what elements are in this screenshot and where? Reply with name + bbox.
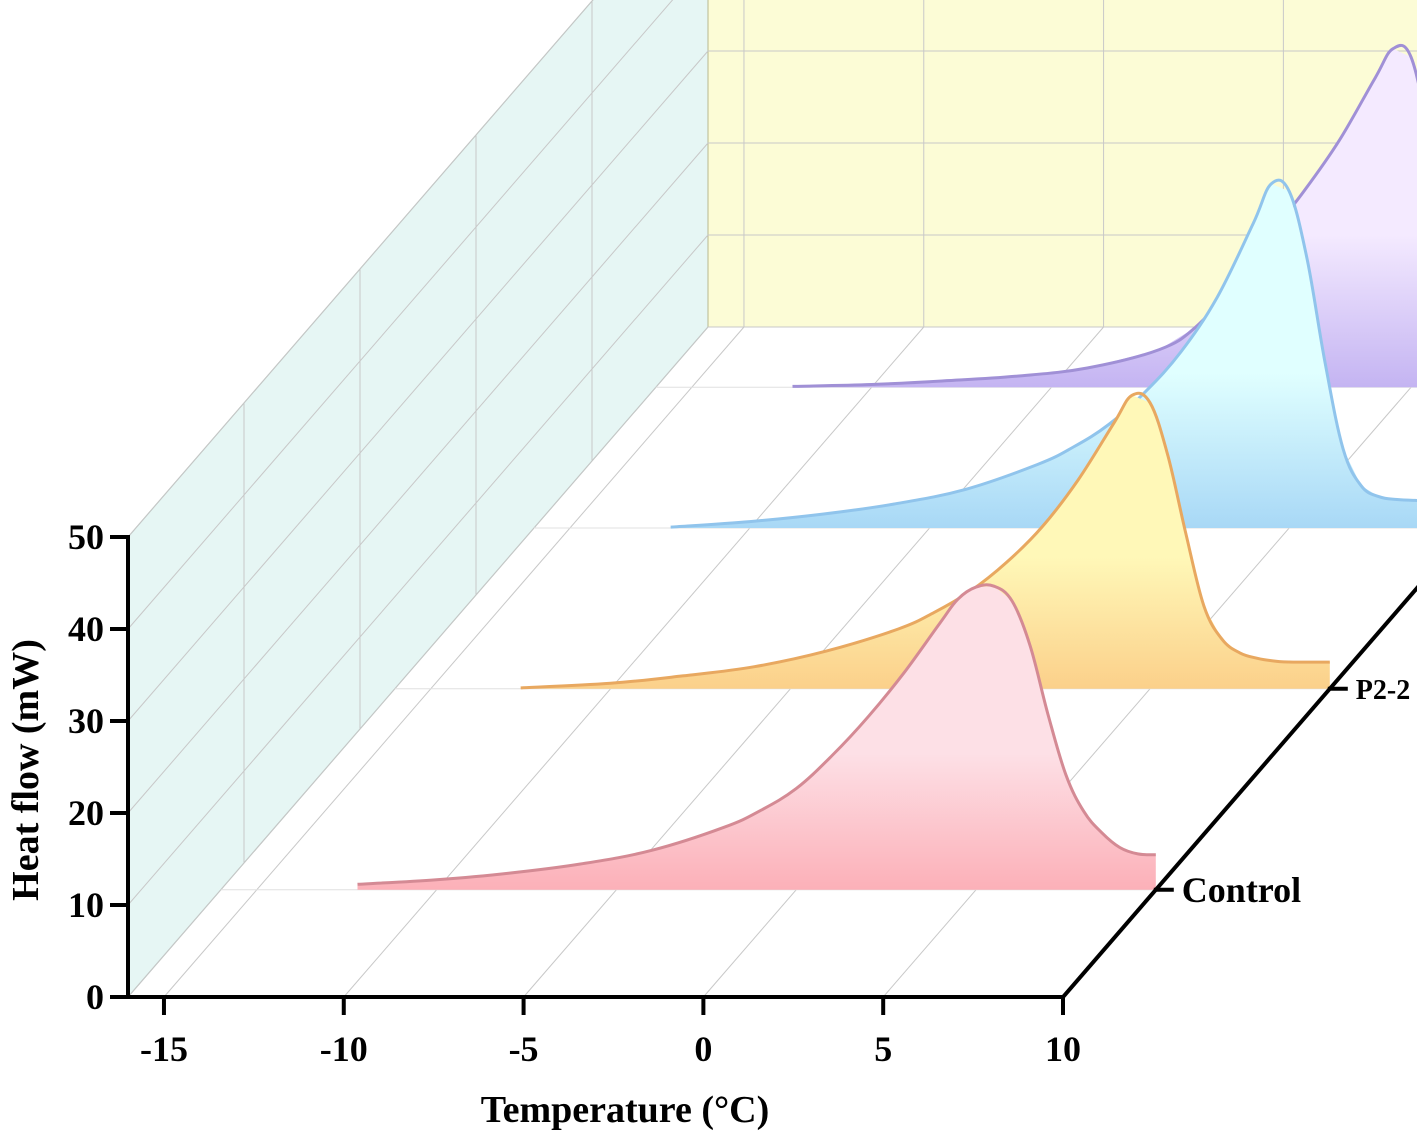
x-tick-label: 5 — [874, 1029, 892, 1069]
y-tick-label: 50 — [68, 517, 104, 557]
grid-line-side-2 — [127, 142, 709, 814]
series-area-p2-2 — [520, 395, 1330, 689]
grid-line-side-4 — [127, 0, 674, 630]
y-tick-label: 10 — [68, 885, 104, 925]
grid-line-side-5 — [127, 0, 594, 538]
x-tick-label: -15 — [140, 1029, 188, 1069]
side-wall — [127, 0, 709, 999]
series-layer — [357, 43, 1417, 890]
y-axis-title: Heat flow (mW) — [5, 639, 47, 901]
grid-line-side-3 — [127, 50, 709, 722]
x-tick-label: 0 — [694, 1029, 712, 1069]
series-area-control — [357, 586, 1156, 890]
y-tick-label: 40 — [68, 609, 104, 649]
y-tick-label: 20 — [68, 793, 104, 833]
x-axis-title: Temperature (°C) — [481, 1089, 770, 1131]
series-line-p6-2 — [792, 43, 1417, 388]
depth-axis-line — [1060, 585, 1417, 1000]
grid-line-side-0 — [127, 326, 709, 998]
grid-line-side-1 — [127, 234, 709, 906]
y-tick-labels: 0 10 20 30 40 50 — [68, 517, 104, 1017]
x-tick-label: 10 — [1045, 1029, 1081, 1069]
x-tick-label: -10 — [320, 1029, 368, 1069]
axes — [110, 535, 1417, 1015]
grid-line-floor-0 — [163, 326, 745, 998]
x-tick-label: -5 — [509, 1029, 539, 1069]
y-tick-label: 0 — [86, 977, 104, 1017]
series-label-p2-2: P2-2 — [1356, 675, 1410, 706]
series-line-p4-2 — [670, 178, 1417, 529]
y-tick-label: 30 — [68, 701, 104, 741]
series-line-p2-2 — [520, 391, 1330, 690]
x-tick-labels: -15 -10 -5 0 5 10 — [140, 1029, 1081, 1069]
series-line-control — [357, 583, 1156, 886]
series-label-control: Control — [1182, 870, 1301, 910]
series-area-p4-2 — [670, 183, 1417, 528]
